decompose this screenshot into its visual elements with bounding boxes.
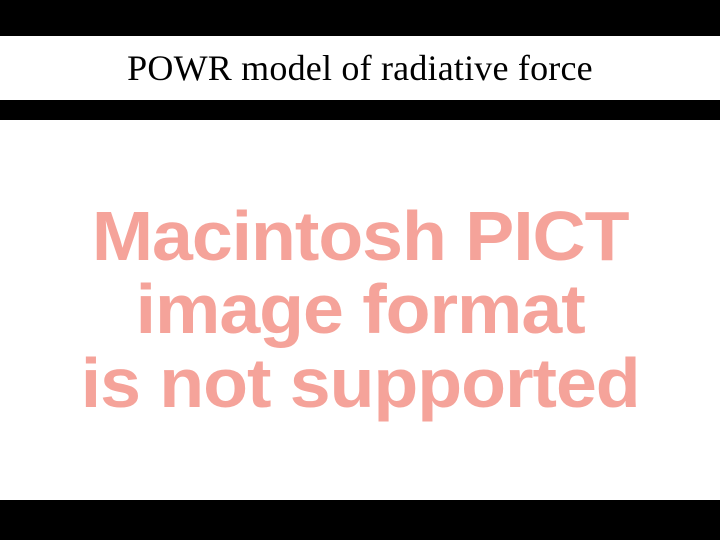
title-band: POWR model of radiative force [0, 36, 720, 100]
pict-error-message: Macintosh PICT image format is not suppo… [81, 200, 640, 421]
error-line-2: image format [81, 273, 640, 347]
error-line-3: is not supported [81, 347, 640, 421]
slide-title: POWR model of radiative force [127, 47, 593, 89]
content-area: Macintosh PICT image format is not suppo… [0, 120, 720, 500]
slide: POWR model of radiative force Macintosh … [0, 0, 720, 540]
error-line-1: Macintosh PICT [81, 200, 640, 274]
